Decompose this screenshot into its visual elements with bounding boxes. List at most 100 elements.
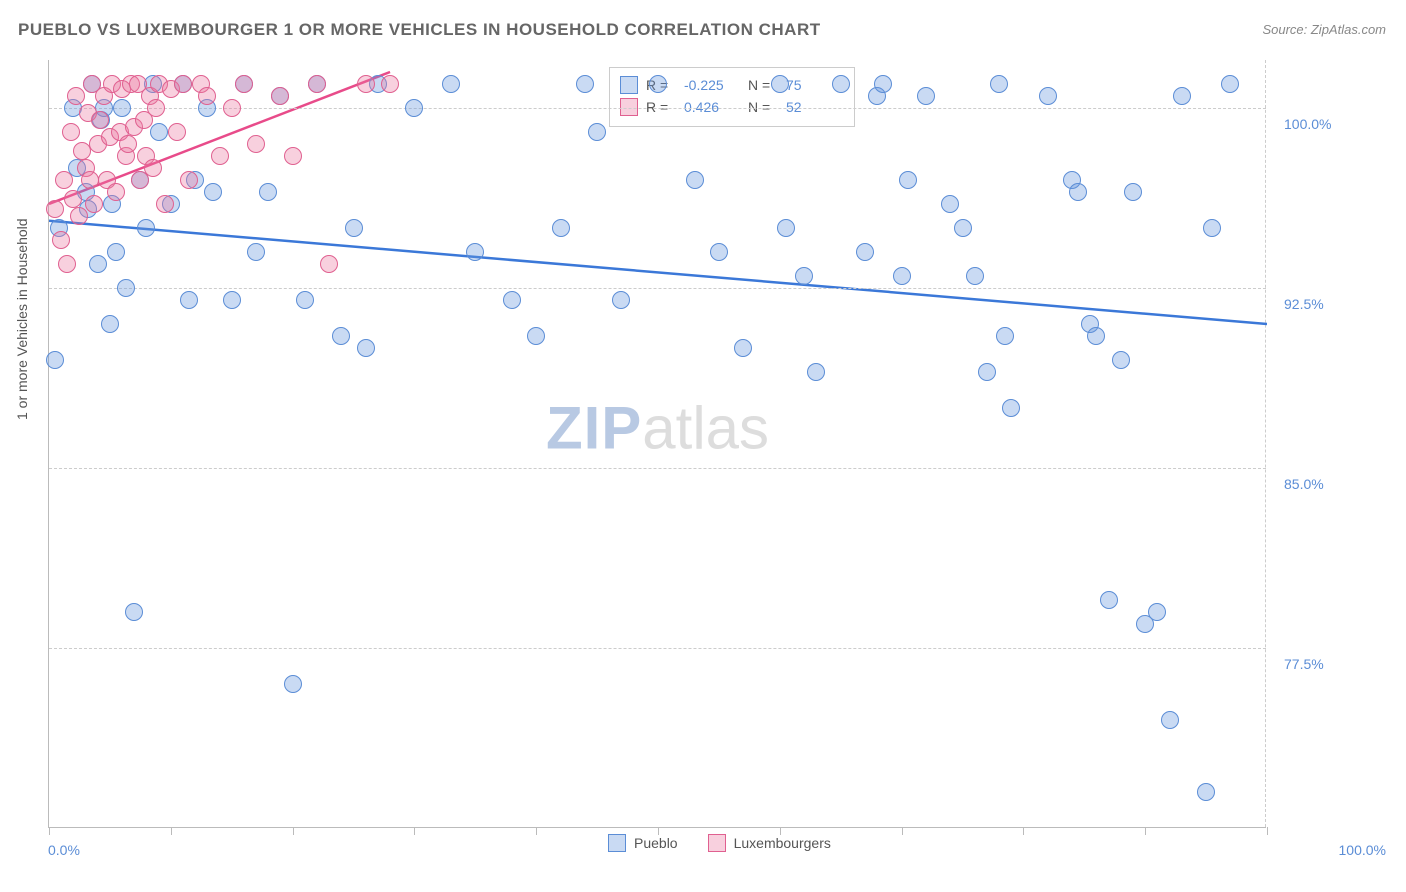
point-pueblo	[807, 363, 825, 381]
point-pueblo	[1112, 351, 1130, 369]
point-pueblo	[405, 99, 423, 117]
chart-title: PUEBLO VS LUXEMBOURGER 1 OR MORE VEHICLE…	[18, 20, 821, 40]
legend-bottom: Pueblo Luxembourgers	[608, 834, 831, 852]
point-luxembourger	[235, 75, 253, 93]
point-pueblo	[466, 243, 484, 261]
point-luxembourger	[168, 123, 186, 141]
point-luxembourger	[67, 87, 85, 105]
stat-r-value: 0.426	[684, 99, 740, 115]
point-pueblo	[917, 87, 935, 105]
point-pueblo	[204, 183, 222, 201]
y-tick-label: 77.5%	[1284, 656, 1324, 672]
gridline-h	[49, 288, 1266, 289]
point-pueblo	[686, 171, 704, 189]
point-luxembourger	[147, 99, 165, 117]
point-pueblo	[150, 123, 168, 141]
point-luxembourger	[174, 75, 192, 93]
point-pueblo	[125, 603, 143, 621]
stat-n-value: 52	[786, 99, 842, 115]
point-pueblo	[576, 75, 594, 93]
point-luxembourger	[85, 195, 103, 213]
point-pueblo	[442, 75, 460, 93]
point-pueblo	[1173, 87, 1191, 105]
point-pueblo	[259, 183, 277, 201]
point-pueblo	[107, 243, 125, 261]
point-luxembourger	[91, 111, 109, 129]
point-pueblo	[612, 291, 630, 309]
x-tick-label-right: 100.0%	[1339, 842, 1386, 858]
correlation-chart: PUEBLO VS LUXEMBOURGER 1 OR MORE VEHICLE…	[0, 0, 1406, 892]
gridline-h	[49, 468, 1266, 469]
gridline-h	[49, 648, 1266, 649]
point-pueblo	[247, 243, 265, 261]
x-tick	[171, 827, 172, 835]
point-pueblo	[223, 291, 241, 309]
point-luxembourger	[320, 255, 338, 273]
point-pueblo	[503, 291, 521, 309]
legend-label: Luxembourgers	[734, 835, 831, 851]
x-tick	[536, 827, 537, 835]
point-pueblo	[1161, 711, 1179, 729]
x-tick-label-left: 0.0%	[48, 842, 80, 858]
point-pueblo	[332, 327, 350, 345]
point-pueblo	[1087, 327, 1105, 345]
point-pueblo	[89, 255, 107, 273]
legend-swatch	[708, 834, 726, 852]
legend-label: Pueblo	[634, 835, 678, 851]
watermark-atlas: atlas	[642, 395, 769, 462]
point-pueblo	[649, 75, 667, 93]
point-pueblo	[941, 195, 959, 213]
point-pueblo	[856, 243, 874, 261]
point-luxembourger	[62, 123, 80, 141]
point-pueblo	[284, 675, 302, 693]
point-pueblo	[296, 291, 314, 309]
x-tick	[902, 827, 903, 835]
plot-right-border	[1265, 60, 1266, 827]
point-pueblo	[978, 363, 996, 381]
stat-n-label: N =	[748, 99, 778, 115]
point-pueblo	[1221, 75, 1239, 93]
point-pueblo	[527, 327, 545, 345]
point-luxembourger	[381, 75, 399, 93]
point-luxembourger	[55, 171, 73, 189]
point-pueblo	[734, 339, 752, 357]
point-pueblo	[1069, 183, 1087, 201]
point-pueblo	[345, 219, 363, 237]
point-luxembourger	[46, 200, 64, 218]
point-luxembourger	[271, 87, 289, 105]
point-luxembourger	[52, 231, 70, 249]
point-pueblo	[893, 267, 911, 285]
point-pueblo	[552, 219, 570, 237]
point-luxembourger	[284, 147, 302, 165]
x-tick	[1145, 827, 1146, 835]
point-pueblo	[46, 351, 64, 369]
x-tick	[1267, 827, 1268, 835]
point-luxembourger	[308, 75, 326, 93]
legend-swatch	[620, 76, 638, 94]
y-tick-label: 92.5%	[1284, 296, 1324, 312]
point-luxembourger	[107, 183, 125, 201]
y-axis-title: 1 or more Vehicles in Household	[14, 218, 30, 420]
watermark-zip: ZIP	[546, 395, 642, 462]
point-luxembourger	[119, 135, 137, 153]
point-pueblo	[954, 219, 972, 237]
point-pueblo	[777, 219, 795, 237]
legend-swatch	[608, 834, 626, 852]
point-pueblo	[874, 75, 892, 93]
point-luxembourger	[211, 147, 229, 165]
y-tick-label: 85.0%	[1284, 476, 1324, 492]
point-pueblo	[996, 327, 1014, 345]
point-pueblo	[113, 99, 131, 117]
point-pueblo	[101, 315, 119, 333]
stats-row: R =0.426N =52	[620, 96, 842, 118]
stat-r-value: -0.225	[684, 77, 740, 93]
point-luxembourger	[180, 171, 198, 189]
point-pueblo	[1148, 603, 1166, 621]
x-tick	[293, 827, 294, 835]
x-tick	[49, 827, 50, 835]
point-luxembourger	[156, 195, 174, 213]
legend-swatch	[620, 98, 638, 116]
chart-source: Source: ZipAtlas.com	[1262, 22, 1386, 37]
watermark: ZIPatlas	[546, 394, 769, 463]
point-luxembourger	[64, 190, 82, 208]
